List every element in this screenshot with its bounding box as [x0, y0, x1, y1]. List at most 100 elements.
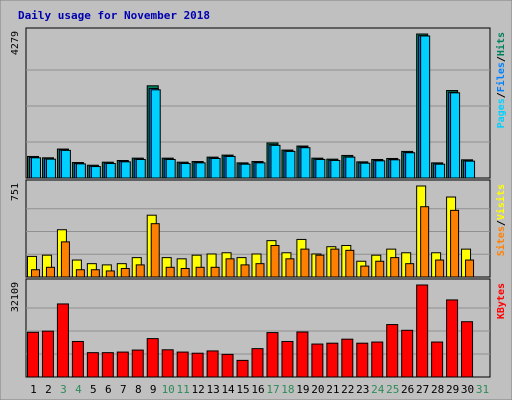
bar-visits-sites-13	[210, 266, 220, 278]
bar-requests-pages-4	[75, 163, 86, 179]
bar-visits-sites-2	[45, 266, 55, 278]
day-label-5: 5	[90, 383, 97, 396]
bar-requests-pages-10	[165, 158, 176, 179]
max-label-visits: 751	[10, 183, 21, 201]
bar-requests-pages-30	[465, 160, 476, 179]
bar-visits-sites-11	[180, 268, 190, 278]
bar-visits-sites-21	[330, 248, 340, 278]
side-legend-visits: Sites/Visits	[495, 184, 507, 256]
legend-separator: /	[496, 220, 507, 226]
day-label-13: 13	[206, 383, 219, 396]
bar-kbytes-kbytes-21	[326, 342, 339, 378]
bar-visits-sites-18	[285, 258, 295, 278]
day-label-22: 22	[341, 383, 354, 396]
bar-kbytes-kbytes-18	[281, 340, 294, 378]
bar-visits-sites-1	[30, 269, 40, 278]
bar-visits-sites-12	[195, 266, 205, 278]
day-label-8: 8	[135, 383, 142, 396]
bar-requests-pages-9	[150, 89, 161, 179]
bar-visits-sites-27	[420, 206, 430, 278]
bar-kbytes-kbytes-15	[236, 359, 249, 378]
day-label-4: 4	[75, 383, 82, 396]
bar-requests-pages-2	[45, 158, 56, 179]
bar-requests-pages-29	[450, 92, 461, 179]
bar-visits-sites-25	[390, 257, 400, 278]
day-label-28: 28	[431, 383, 444, 396]
bar-requests-pages-16	[255, 162, 266, 179]
bar-kbytes-kbytes-7	[116, 351, 129, 378]
side-legend-kbytes: KBytes	[496, 283, 507, 319]
bar-visits-sites-9	[150, 223, 160, 278]
day-label-21: 21	[326, 383, 339, 396]
bar-visits-sites-19	[300, 248, 310, 278]
bar-kbytes-kbytes-22	[341, 338, 354, 378]
bar-kbytes-kbytes-25	[386, 324, 399, 378]
day-label-18: 18	[281, 383, 294, 396]
day-label-30: 30	[461, 383, 474, 396]
bar-kbytes-kbytes-19	[296, 331, 309, 378]
chart-title: Daily usage for November 2018	[18, 9, 210, 22]
day-label-17: 17	[266, 383, 279, 396]
bar-kbytes-kbytes-29	[446, 299, 459, 378]
bar-requests-pages-1	[30, 157, 41, 179]
bar-visits-sites-15	[240, 264, 250, 278]
day-label-20: 20	[311, 383, 324, 396]
bar-kbytes-kbytes-5	[86, 352, 99, 378]
bar-kbytes-kbytes-1	[26, 331, 39, 378]
bar-kbytes-kbytes-27	[416, 284, 429, 378]
bar-kbytes-kbytes-14	[221, 353, 234, 378]
legend-sites: Sites	[495, 226, 507, 256]
day-label-23: 23	[356, 383, 369, 396]
bar-visits-sites-17	[270, 244, 280, 278]
bar-requests-pages-15	[240, 163, 251, 179]
day-label-10: 10	[162, 383, 175, 396]
bar-kbytes-kbytes-3	[56, 303, 69, 378]
bar-requests-pages-28	[435, 163, 446, 179]
bar-requests-pages-17	[270, 144, 281, 179]
bar-visits-sites-14	[225, 258, 235, 278]
bar-kbytes-kbytes-28	[431, 341, 444, 378]
bar-requests-pages-23	[360, 162, 371, 179]
day-label-16: 16	[251, 383, 264, 396]
day-label-7: 7	[120, 383, 127, 396]
bar-kbytes-kbytes-10	[161, 349, 174, 378]
bar-kbytes-kbytes-8	[131, 349, 144, 378]
bar-kbytes-kbytes-16	[251, 348, 264, 378]
day-label-6: 6	[105, 383, 112, 396]
bar-kbytes-kbytes-2	[41, 330, 54, 378]
day-label-31: 31	[476, 383, 489, 396]
bar-requests-pages-27	[420, 35, 431, 179]
bar-visits-sites-24	[375, 260, 385, 278]
day-label-12: 12	[192, 383, 205, 396]
bar-requests-pages-7	[120, 161, 131, 179]
day-label-19: 19	[296, 383, 309, 396]
legend-files: Files	[495, 62, 507, 92]
side-legend-requests: Pages/Files/Hits	[495, 32, 507, 128]
bar-requests-pages-20	[315, 158, 326, 179]
bar-visits-sites-7	[120, 268, 130, 278]
legend-pages: Pages	[496, 98, 507, 128]
day-label-29: 29	[446, 383, 459, 396]
bar-requests-pages-25	[390, 159, 401, 179]
legend-separator: /	[496, 56, 507, 62]
bar-visits-sites-6	[105, 270, 115, 278]
bar-kbytes-kbytes-12	[191, 352, 204, 378]
bar-requests-pages-19	[300, 147, 311, 179]
bar-kbytes-kbytes-4	[71, 340, 84, 378]
day-label-1: 1	[30, 383, 37, 396]
bar-kbytes-kbytes-30	[461, 321, 474, 378]
bar-visits-sites-16	[255, 263, 265, 278]
day-label-15: 15	[236, 383, 249, 396]
legend-separator: /	[496, 92, 507, 98]
bar-kbytes-kbytes-20	[311, 343, 324, 378]
bar-requests-pages-5	[90, 166, 101, 179]
day-label-27: 27	[416, 383, 429, 396]
bar-visits-sites-10	[165, 266, 175, 278]
max-label-requests: 4279	[10, 31, 21, 55]
bar-visits-sites-29	[450, 209, 460, 278]
bar-visits-sites-22	[345, 249, 355, 278]
bar-requests-pages-21	[330, 160, 341, 179]
bar-visits-sites-3	[60, 241, 70, 278]
